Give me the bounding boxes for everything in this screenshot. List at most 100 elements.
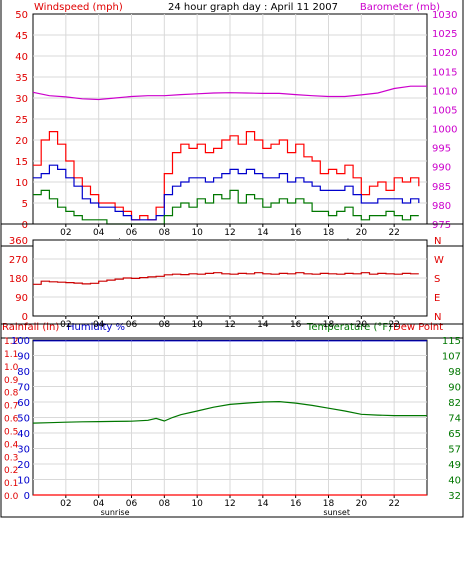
- temperature-tick-label: 40: [448, 476, 461, 487]
- humidity-axis-title: Humidity %: [67, 322, 125, 333]
- dewpoint-axis-title: Dew Point: [393, 322, 443, 333]
- humidity-tick-label: 90: [17, 352, 30, 363]
- rainfall-axis-title: Rainfall (in): [2, 322, 59, 333]
- x-tick-label: 02: [60, 320, 71, 330]
- x-tick-label: 12: [224, 228, 235, 238]
- barometer-tick-label: 1030: [432, 10, 457, 21]
- windspeed-axis-title: Windspeed (mph): [34, 2, 123, 13]
- humidity-tick-label: 20: [17, 460, 30, 471]
- rainfall-tick-label: 0.2: [4, 466, 18, 476]
- direction-tick-label: 90: [15, 293, 28, 304]
- windspeed-tick-label: 35: [15, 73, 28, 84]
- temperature-tick-label: 57: [448, 445, 461, 456]
- rainfall-tick-label: 0.6: [4, 415, 19, 425]
- humidity-tick-label: 40: [17, 429, 30, 440]
- x-tick-label: 02: [60, 499, 71, 509]
- compass-tick-label: W: [434, 255, 444, 266]
- x-tick-label: 14: [257, 228, 269, 238]
- graph-title: 24 hour graph day : April 11 2007: [168, 2, 338, 13]
- rainfall-tick-label: 1.1: [4, 350, 18, 360]
- x-tick-label: 10: [191, 320, 203, 330]
- temperature-tick-label: 107: [442, 352, 461, 363]
- barometer-tick-label: 995: [432, 144, 451, 155]
- rainfall-tick-label: 0.1: [4, 479, 18, 489]
- x-tick-label: 08: [159, 499, 171, 509]
- x-tick-label: 02: [60, 228, 71, 238]
- x-tick-label: 16: [290, 499, 302, 509]
- compass-tick-label: N: [434, 312, 441, 323]
- sunrise-label: sunrise: [101, 508, 130, 517]
- compass-tick-label: E: [434, 293, 440, 304]
- humidity-tick-label: 30: [17, 445, 30, 456]
- temperature-tick-label: 98: [448, 367, 461, 378]
- direction-tick-label: 180: [9, 274, 28, 285]
- x-tick-label: 18: [323, 320, 335, 330]
- windspeed-tick-label: 5: [22, 199, 28, 210]
- x-tick-label: 20: [356, 499, 368, 509]
- temperature-tick-label: 90: [448, 383, 461, 394]
- humidity-panel-grid: [33, 340, 427, 495]
- rainfall-tick-label: 0.3: [4, 453, 18, 463]
- barometer-line: [32, 85, 427, 101]
- x-tick-label: 14: [257, 320, 269, 330]
- direction-panel-frame: [0, 223, 464, 339]
- x-tick-label: 18: [323, 228, 335, 238]
- temperature-tick-label: 82: [448, 398, 461, 409]
- barometer-tick-label: 1005: [432, 105, 457, 116]
- windspeed-tick-label: 20: [15, 136, 28, 147]
- temperature-tick-label: 49: [448, 460, 461, 471]
- temperature-tick-label: 32: [448, 491, 461, 502]
- direction-tick-label: 360: [9, 236, 28, 247]
- sunset-label: sunset: [323, 508, 350, 517]
- x-tick-label: 12: [224, 320, 235, 330]
- barometer-tick-label: 1010: [432, 86, 457, 97]
- windspeed-tick-label: 15: [15, 157, 28, 168]
- windspeed-tick-label: 25: [15, 115, 28, 126]
- humidity-tick-label: 60: [17, 398, 30, 409]
- barometer-tick-label: 990: [432, 163, 451, 174]
- temperature-tick-label: 65: [448, 429, 461, 440]
- x-tick-label: 16: [290, 320, 302, 330]
- rainfall-tick-label: 0.7: [4, 402, 18, 412]
- direction-panel-grid: [33, 240, 427, 316]
- x-tick-label: 06: [126, 320, 138, 330]
- direction-tick-label: 270: [9, 255, 28, 266]
- rainfall-tick-label: 0.4: [4, 440, 19, 450]
- rainfall-tick-label: 0.5: [4, 427, 18, 437]
- rainfall-tick-label: 0.0: [4, 492, 19, 502]
- humidity-tick-label: 0: [24, 491, 30, 502]
- temperature-tick-label: 115: [442, 336, 461, 347]
- humidity-tick-label: 80: [17, 367, 30, 378]
- rainfall-tick-label: 0.8: [4, 389, 19, 399]
- humidity-tick-label: 50: [17, 414, 30, 425]
- x-tick-label: 10: [191, 228, 203, 238]
- x-tick-label: 04: [93, 228, 105, 238]
- humidity-panel-frame: [0, 323, 464, 518]
- barometer-axis-title: Barometer (mb): [360, 2, 440, 13]
- barometer-tick-label: 985: [432, 182, 451, 193]
- windspeed-tick-label: 45: [15, 31, 28, 42]
- x-tick-label: 06: [126, 228, 138, 238]
- temperature-line: [32, 400, 427, 424]
- windspeed-tick-label: 30: [15, 94, 28, 105]
- temperature-axis-title: Temperature (°F): [306, 322, 392, 333]
- humidity-tick-label: 70: [17, 383, 30, 394]
- compass-tick-label: N: [434, 236, 441, 247]
- temperature-tick-label: 74: [448, 414, 461, 425]
- windspeed-tick-label: 10: [15, 178, 28, 189]
- x-tick-label: 08: [159, 320, 171, 330]
- windspeed-tick-label: 0: [22, 220, 28, 231]
- wind-speed-line: [33, 189, 419, 225]
- compass-tick-label: S: [434, 274, 440, 285]
- x-tick-label: 12: [224, 499, 235, 509]
- x-tick-label: 22: [388, 499, 399, 509]
- x-tick-label: 22: [388, 228, 399, 238]
- humidity-tick-label: 100: [11, 336, 30, 347]
- barometer-tick-label: 1020: [432, 48, 457, 59]
- rainfall-tick-label: 0.9: [4, 376, 19, 386]
- windspeed-tick-label: 40: [15, 52, 28, 63]
- wind-average-line: [33, 164, 420, 221]
- rainfall-tick-label: 1.2: [4, 337, 18, 347]
- wind-gust-line: [33, 131, 420, 221]
- rainfall-tick-label: 1.0: [4, 363, 19, 373]
